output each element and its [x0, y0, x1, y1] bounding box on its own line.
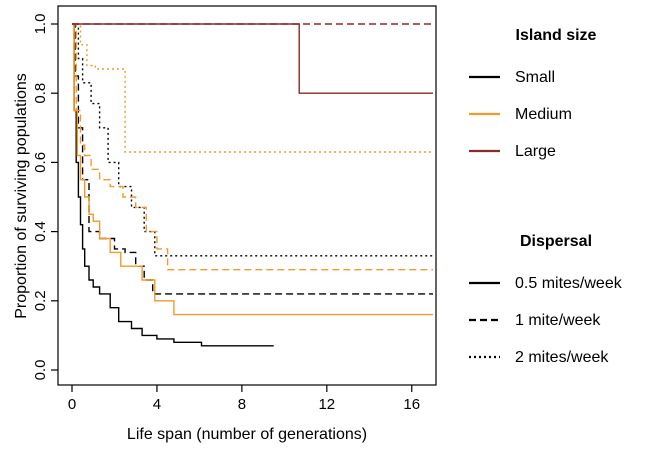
x-axis-title: Life span (number of generations): [127, 426, 367, 443]
legend-title: Island size: [516, 27, 597, 44]
series-line-large-0-5-mites-week: [72, 23, 433, 94]
x-tick-label: 4: [153, 396, 161, 413]
y-tick-label: 0.0: [32, 360, 49, 381]
y-tick-label: 1.0: [32, 14, 49, 35]
y-tick-label: 0.6: [32, 152, 49, 173]
legend-item-label: Large: [515, 143, 556, 160]
series-line-medium-2-mites-week: [72, 23, 433, 153]
legend-title: Dispersal: [520, 233, 592, 250]
y-axis-title: Proportion of surviving populations: [13, 73, 30, 318]
legend-item-label: 1 mite/week: [515, 312, 601, 329]
series-line-small-1-mite-week: [72, 23, 433, 295]
x-tick-label: 16: [403, 396, 420, 413]
series-line-small-0-5-mites-week: [72, 23, 274, 347]
y-tick-label: 0.8: [32, 83, 49, 104]
x-tick-label: 12: [318, 396, 335, 413]
x-tick-label: 0: [68, 396, 76, 413]
legend-item-label: Medium: [515, 106, 572, 123]
legend-item-label: Small: [515, 69, 555, 86]
series-line-medium-1-mite-week: [72, 23, 433, 271]
y-tick-label: 0.2: [32, 290, 49, 311]
legend-item-label: 0.5 mites/week: [515, 275, 623, 292]
legend: Island size Small Medium Large Dispersal 0.5 …: [469, 27, 623, 366]
axes-layer: 0 4 8 12 16 0.0 0.2 0.4 0.6 0.8 1.0: [32, 14, 420, 413]
plot-frame: [57, 5, 437, 386]
x-tick-label: 8: [238, 396, 246, 413]
series-line-medium-0-5-mites-week: [72, 23, 433, 316]
y-tick-label: 0.4: [32, 221, 49, 242]
legend-item-label: 2 mites/week: [515, 349, 609, 366]
series-line-small-2-mites-week: [72, 23, 433, 257]
series-layer: [72, 23, 433, 347]
